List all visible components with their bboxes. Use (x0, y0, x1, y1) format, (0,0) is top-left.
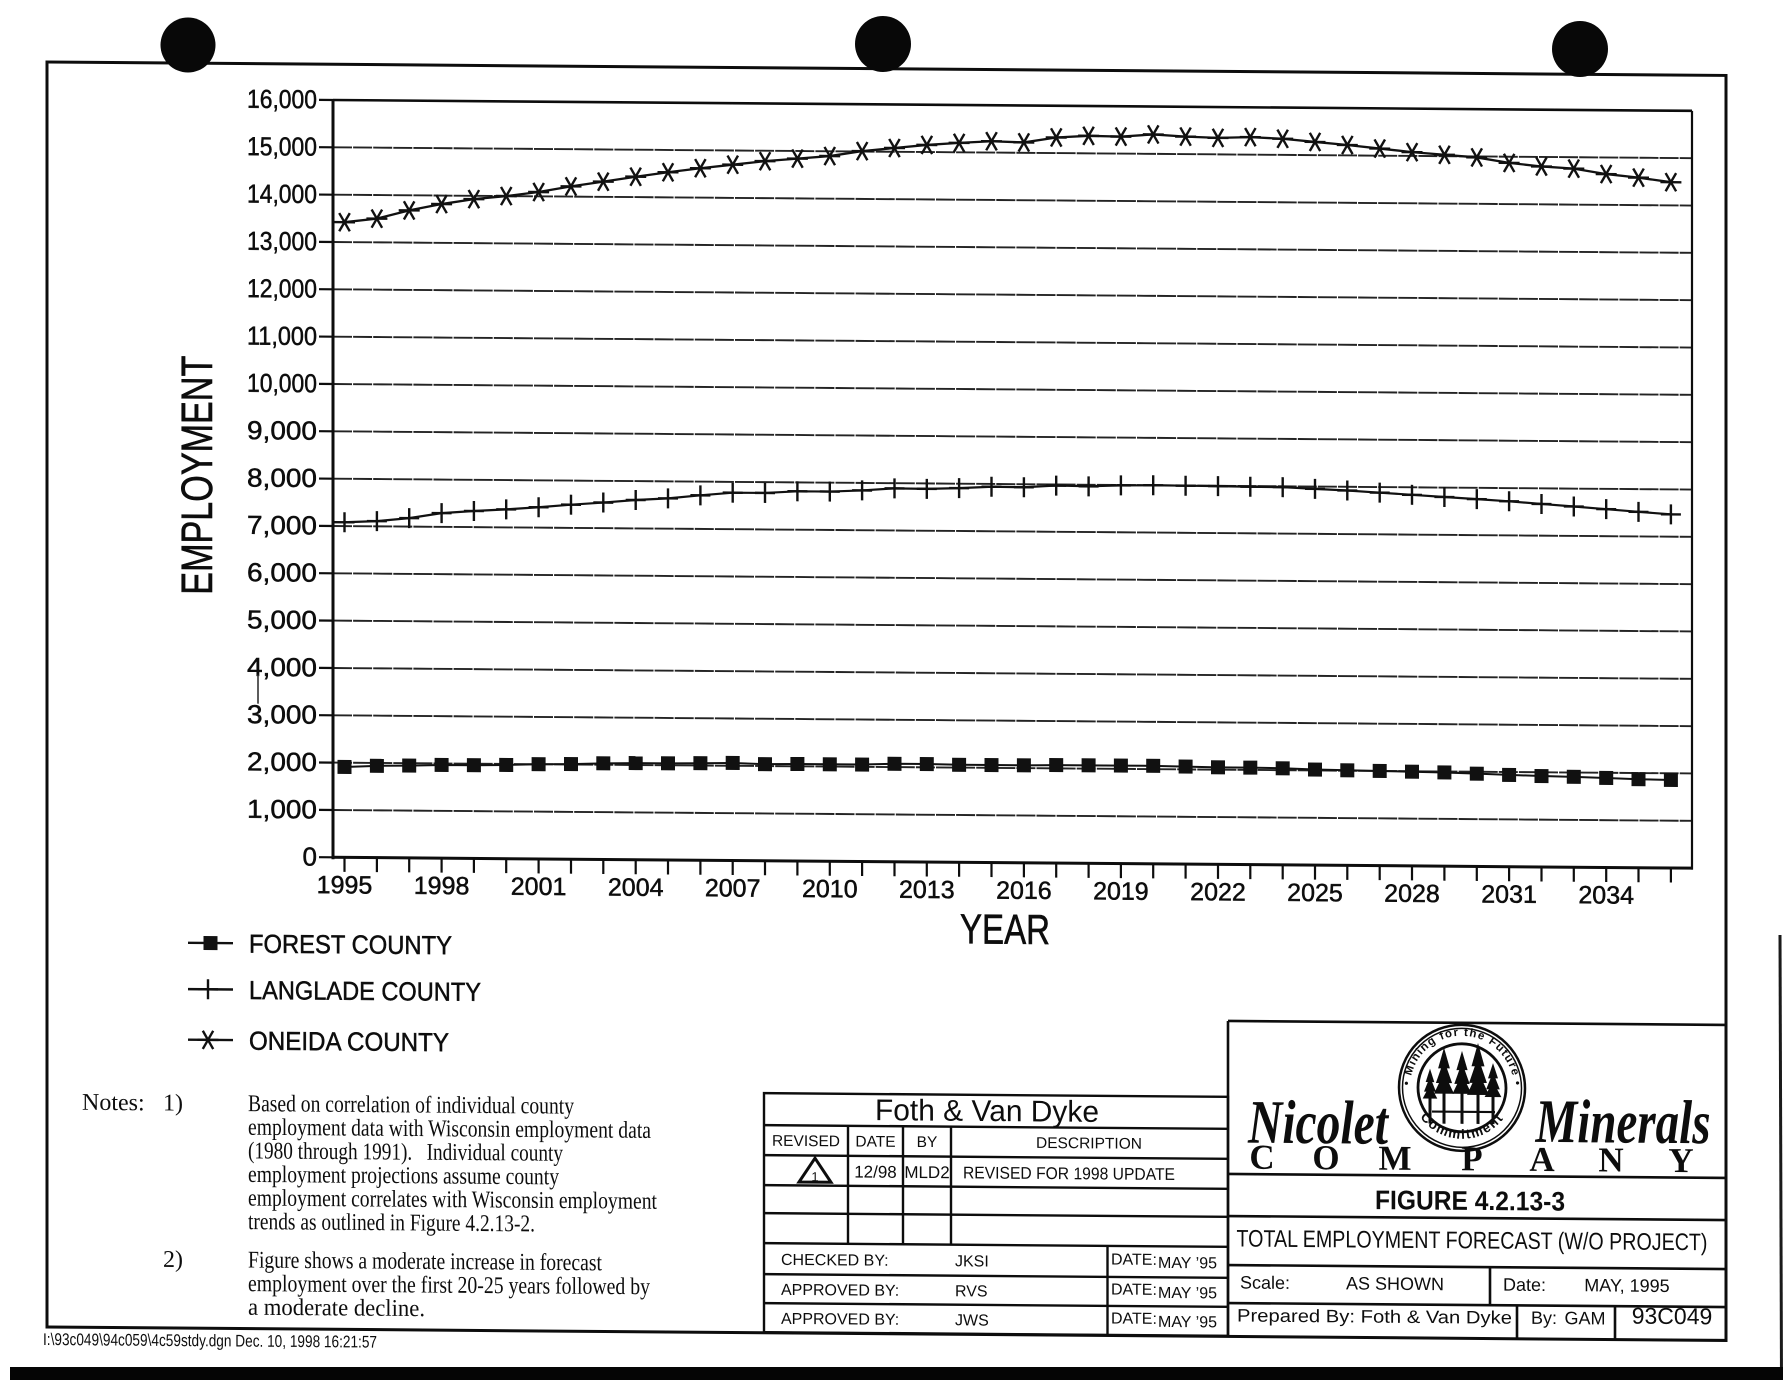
svg-text:trends as outlined in Figure 4: trends as outlined in Figure 4.2.13-2. (248, 1209, 535, 1237)
svg-text:7,000: 7,000 (247, 510, 317, 541)
svg-text:MAY ’95: MAY ’95 (1158, 1314, 1217, 1331)
svg-text:REVISED: REVISED (772, 1133, 840, 1151)
svg-text:Prepared By: Foth & Van Dyke: Prepared By: Foth & Van Dyke (1237, 1306, 1512, 1328)
svg-text:2004: 2004 (608, 873, 664, 901)
svg-text:APPROVED BY:: APPROVED BY: (781, 1282, 899, 1300)
svg-text:2013: 2013 (899, 876, 955, 904)
svg-text:YEAR: YEAR (960, 905, 1050, 953)
svg-text:REVISED FOR 1998 UPDATE: REVISED FOR 1998 UPDATE (963, 1163, 1175, 1184)
svg-text:1995: 1995 (317, 871, 373, 899)
svg-text:0: 0 (303, 842, 317, 872)
svg-text:14,000: 14,000 (247, 179, 317, 210)
svg-text:11,000: 11,000 (247, 321, 317, 352)
svg-text:C: C (1249, 1138, 1274, 1177)
svg-text:8,000: 8,000 (247, 463, 317, 494)
svg-text:2028: 2028 (1384, 880, 1440, 908)
svg-text:2016: 2016 (996, 877, 1052, 905)
svg-text:2019: 2019 (1093, 877, 1149, 905)
svg-text:9,000: 9,000 (247, 415, 317, 446)
svg-text:DATE:: DATE: (1111, 1252, 1157, 1269)
svg-text:MAY, 1995: MAY, 1995 (1584, 1275, 1669, 1296)
svg-text:JKSI: JKSI (955, 1253, 989, 1270)
svg-text:Date:: Date: (1503, 1275, 1546, 1295)
svg-text:MAY ’95: MAY ’95 (1158, 1285, 1217, 1302)
svg-text:A: A (1529, 1140, 1555, 1179)
svg-text:5,000: 5,000 (247, 604, 317, 635)
svg-text:12,000: 12,000 (247, 273, 317, 304)
svg-text:6,000: 6,000 (247, 557, 317, 588)
svg-text:93C049: 93C049 (1632, 1303, 1713, 1330)
svg-text:RVS: RVS (955, 1283, 988, 1300)
svg-text:JWS: JWS (955, 1312, 989, 1329)
svg-text:N: N (1598, 1140, 1623, 1179)
svg-text:DATE:: DATE: (1111, 1311, 1157, 1328)
svg-text:2010: 2010 (802, 875, 858, 903)
svg-text:GAM: GAM (1564, 1308, 1605, 1328)
svg-text:3,000: 3,000 (247, 699, 317, 730)
svg-text:2): 2) (163, 1247, 183, 1273)
svg-text:APPROVED BY:: APPROVED BY: (781, 1311, 899, 1329)
svg-text:DESCRIPTION: DESCRIPTION (1036, 1135, 1142, 1153)
svg-text:O: O (1312, 1138, 1339, 1177)
svg-text:I:\93c049\94c059\4c59stdy.dgn: I:\93c049\94c059\4c59stdy.dgn Dec. 10, 1… (43, 1330, 377, 1352)
svg-text:By:: By: (1531, 1308, 1557, 1328)
svg-text:FIGURE 4.2.13-3: FIGURE 4.2.13-3 (1375, 1185, 1565, 1217)
svg-text:Notes:: Notes: (82, 1090, 145, 1117)
svg-text:AS SHOWN: AS SHOWN (1346, 1273, 1444, 1294)
svg-text:Scale:: Scale: (1240, 1273, 1290, 1293)
svg-text:15,000: 15,000 (247, 131, 317, 162)
svg-text:1: 1 (811, 1169, 818, 1184)
svg-text:2001: 2001 (511, 873, 567, 901)
svg-text:M: M (1378, 1139, 1411, 1178)
svg-text:MAY ’95: MAY ’95 (1158, 1255, 1217, 1272)
svg-text:10,000: 10,000 (247, 368, 317, 399)
svg-text:2031: 2031 (1481, 880, 1537, 908)
svg-text:TOTAL EMPLOYMENT FORECAST (W/O: TOTAL EMPLOYMENT FORECAST (W/O PROJECT) (1237, 1226, 1708, 1257)
svg-text:Y: Y (1668, 1141, 1693, 1180)
svg-text:13,000: 13,000 (247, 226, 317, 257)
svg-text:2007: 2007 (705, 874, 761, 902)
svg-text:EMPLOYMENT: EMPLOYMENT (173, 356, 222, 595)
svg-text:2034: 2034 (1578, 881, 1634, 909)
svg-text:FOREST COUNTY: FOREST COUNTY (249, 929, 452, 961)
svg-text:1,000: 1,000 (247, 794, 317, 825)
svg-text:1998: 1998 (414, 872, 470, 900)
svg-text:2,000: 2,000 (247, 746, 317, 777)
svg-text:2025: 2025 (1287, 879, 1343, 907)
svg-text:DATE:: DATE: (1111, 1282, 1157, 1299)
svg-text:2022: 2022 (1190, 878, 1246, 906)
svg-text:MLD2: MLD2 (904, 1163, 949, 1182)
svg-text:1): 1) (163, 1090, 183, 1116)
svg-text:a moderate decline.: a moderate decline. (248, 1295, 425, 1322)
svg-text:DATE: DATE (855, 1133, 895, 1150)
svg-text:16,000: 16,000 (247, 84, 317, 115)
svg-text:BY: BY (917, 1134, 938, 1151)
svg-text:ONEIDA COUNTY: ONEIDA COUNTY (249, 1026, 449, 1058)
svg-text:Foth & Van Dyke: Foth & Van Dyke (875, 1094, 1099, 1129)
svg-text:LANGLADE COUNTY: LANGLADE COUNTY (249, 975, 481, 1007)
svg-text:CHECKED BY:: CHECKED BY: (781, 1252, 889, 1270)
svg-text:12/98: 12/98 (854, 1162, 897, 1181)
